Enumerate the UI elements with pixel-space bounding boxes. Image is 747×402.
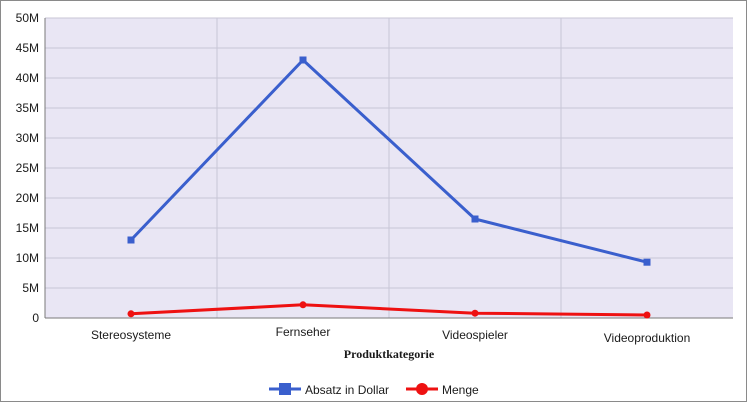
- y-tick-label: 45M: [16, 41, 39, 55]
- legend-label: Absatz in Dollar: [305, 383, 389, 397]
- data-point: [127, 236, 135, 244]
- y-tick-label: 20M: [16, 191, 39, 205]
- data-point: [299, 301, 307, 309]
- legend-circle-marker: [416, 383, 428, 395]
- data-point: [471, 215, 479, 223]
- data-point: [643, 258, 651, 266]
- legend: Absatz in Dollar Menge: [269, 383, 479, 397]
- series-line: [129, 58, 648, 264]
- y-tick-label: 40M: [16, 71, 39, 85]
- x-axis-title: Produktkategorie: [344, 347, 435, 361]
- grid-lines: [45, 17, 733, 319]
- y-axis-ticks: 0 5M 10M 15M 20M 25M 30M 35M 40M 45M 50M: [16, 11, 40, 325]
- x-tick-label: Videospieler: [442, 328, 508, 342]
- y-tick-label: 10M: [16, 251, 39, 265]
- x-axis-ticks: Stereosysteme Fernseher Videospieler Videop…: [91, 325, 690, 345]
- data-point: [299, 56, 307, 64]
- y-tick-label: 5M: [22, 281, 39, 295]
- data-point: [643, 311, 651, 319]
- y-tick-label: 15M: [16, 221, 39, 235]
- legend-label: Menge: [442, 383, 479, 397]
- x-tick-label: Videoproduktion: [604, 331, 691, 345]
- data-point: [471, 309, 479, 317]
- legend-square-marker: [279, 383, 291, 395]
- y-tick-label: 35M: [16, 101, 39, 115]
- x-tick-label: Stereosysteme: [91, 328, 171, 342]
- y-tick-label: 25M: [16, 161, 39, 175]
- y-tick-label: 0: [32, 311, 39, 325]
- y-tick-label: 50M: [16, 11, 39, 25]
- data-point: [127, 310, 135, 318]
- y-tick-label: 30M: [16, 131, 39, 145]
- series-group: [127, 56, 651, 319]
- x-tick-label: Fernseher: [276, 325, 331, 339]
- axes: [44, 18, 733, 319]
- series-line: [130, 303, 648, 317]
